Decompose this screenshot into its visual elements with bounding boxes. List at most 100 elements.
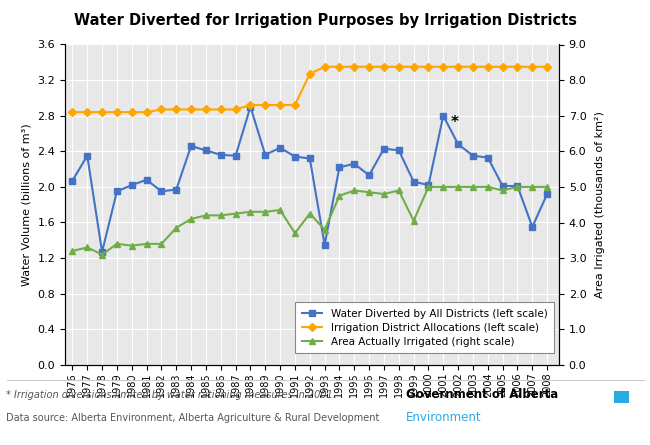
Irrigation District Allocations (left scale) [365, 64, 373, 69]
Water Diverted by All Districts (left scale) [291, 154, 299, 159]
Irrigation District Allocations (left scale) [217, 107, 225, 112]
Area Actually Irrigated (right scale) [395, 188, 403, 193]
Text: Water Diverted for Irrigation Purposes by Irrigation Districts: Water Diverted for Irrigation Purposes b… [73, 13, 577, 28]
Irrigation District Allocations (left scale) [543, 64, 551, 69]
Text: * Irrigation diversions limited by water rationing measures in 2001.: * Irrigation diversions limited by water… [6, 390, 337, 400]
Area Actually Irrigated (right scale) [499, 188, 506, 193]
Area Actually Irrigated (right scale) [68, 248, 76, 254]
Irrigation District Allocations (left scale) [98, 109, 106, 115]
Area Actually Irrigated (right scale) [484, 184, 491, 190]
Line: Water Diverted by All Districts (left scale): Water Diverted by All Districts (left sc… [70, 104, 550, 255]
Irrigation District Allocations (left scale) [410, 64, 417, 69]
Area Actually Irrigated (right scale) [439, 184, 447, 190]
Irrigation District Allocations (left scale) [291, 102, 299, 108]
Area Actually Irrigated (right scale) [543, 184, 551, 190]
Area Actually Irrigated (right scale) [143, 241, 151, 247]
Area Actually Irrigated (right scale) [320, 227, 328, 232]
Water Diverted by All Districts (left scale) [231, 153, 239, 158]
Irrigation District Allocations (left scale) [335, 64, 343, 69]
Water Diverted by All Districts (left scale) [365, 173, 373, 178]
Area Actually Irrigated (right scale) [528, 184, 536, 190]
Area Actually Irrigated (right scale) [261, 209, 269, 214]
Water Diverted by All Districts (left scale) [276, 145, 284, 150]
Area Actually Irrigated (right scale) [202, 213, 210, 218]
Area Actually Irrigated (right scale) [187, 216, 195, 222]
Area Actually Irrigated (right scale) [335, 193, 343, 198]
Irrigation District Allocations (left scale) [68, 109, 76, 115]
Line: Irrigation District Allocations (left scale): Irrigation District Allocations (left sc… [70, 64, 550, 115]
Water Diverted by All Districts (left scale) [261, 152, 269, 158]
Water Diverted by All Districts (left scale) [484, 155, 491, 160]
Water Diverted by All Districts (left scale) [98, 249, 106, 255]
Water Diverted by All Districts (left scale) [380, 146, 388, 151]
Water Diverted by All Districts (left scale) [469, 153, 477, 158]
Water Diverted by All Districts (left scale) [410, 179, 417, 184]
Legend: Water Diverted by All Districts (left scale), Irrigation District Allocations (l: Water Diverted by All Districts (left sc… [295, 303, 554, 353]
Water Diverted by All Districts (left scale) [113, 189, 121, 194]
Area Actually Irrigated (right scale) [157, 241, 165, 247]
Water Diverted by All Districts (left scale) [217, 152, 225, 158]
Water Diverted by All Districts (left scale) [454, 142, 462, 147]
Area Actually Irrigated (right scale) [365, 190, 373, 195]
Y-axis label: Area Irrigated (thousands of km²): Area Irrigated (thousands of km²) [595, 111, 604, 298]
Area Actually Irrigated (right scale) [350, 188, 358, 193]
Water Diverted by All Districts (left scale) [172, 187, 180, 192]
Irrigation District Allocations (left scale) [113, 109, 121, 115]
Water Diverted by All Districts (left scale) [143, 177, 151, 182]
Irrigation District Allocations (left scale) [246, 102, 254, 108]
Irrigation District Allocations (left scale) [276, 102, 284, 108]
Irrigation District Allocations (left scale) [469, 64, 477, 69]
Area Actually Irrigated (right scale) [172, 225, 180, 231]
Water Diverted by All Districts (left scale) [246, 104, 254, 109]
Area Actually Irrigated (right scale) [424, 184, 432, 190]
Irrigation District Allocations (left scale) [306, 71, 314, 77]
Area Actually Irrigated (right scale) [231, 211, 239, 216]
Irrigation District Allocations (left scale) [454, 64, 462, 69]
Area Actually Irrigated (right scale) [469, 184, 477, 190]
Irrigation District Allocations (left scale) [439, 64, 447, 69]
Irrigation District Allocations (left scale) [187, 107, 195, 112]
Irrigation District Allocations (left scale) [514, 64, 521, 69]
Area Actually Irrigated (right scale) [410, 218, 417, 223]
Area Actually Irrigated (right scale) [454, 184, 462, 190]
Area Actually Irrigated (right scale) [98, 252, 106, 257]
Text: Environment: Environment [406, 411, 482, 424]
Water Diverted by All Districts (left scale) [350, 161, 358, 166]
Area Actually Irrigated (right scale) [514, 184, 521, 190]
Irrigation District Allocations (left scale) [484, 64, 491, 69]
Water Diverted by All Districts (left scale) [83, 153, 91, 158]
Water Diverted by All Districts (left scale) [543, 191, 551, 197]
Area Actually Irrigated (right scale) [291, 231, 299, 236]
Irrigation District Allocations (left scale) [128, 109, 136, 115]
Area Actually Irrigated (right scale) [128, 243, 136, 248]
Water Diverted by All Districts (left scale) [335, 165, 343, 170]
Water Diverted by All Districts (left scale) [306, 156, 314, 161]
Water Diverted by All Districts (left scale) [528, 224, 536, 230]
Area Actually Irrigated (right scale) [380, 191, 388, 197]
Irrigation District Allocations (left scale) [499, 64, 506, 69]
Text: Government of Alberta: Government of Alberta [406, 388, 558, 401]
Irrigation District Allocations (left scale) [143, 109, 151, 115]
Water Diverted by All Districts (left scale) [439, 113, 447, 118]
Area Actually Irrigated (right scale) [306, 211, 314, 216]
Water Diverted by All Districts (left scale) [499, 183, 506, 189]
Irrigation District Allocations (left scale) [261, 102, 269, 108]
Line: Area Actually Irrigated (right scale): Area Actually Irrigated (right scale) [70, 184, 550, 257]
Irrigation District Allocations (left scale) [231, 107, 239, 112]
Water Diverted by All Districts (left scale) [157, 189, 165, 194]
Area Actually Irrigated (right scale) [83, 245, 91, 250]
Water Diverted by All Districts (left scale) [514, 183, 521, 189]
Water Diverted by All Districts (left scale) [320, 242, 328, 247]
Irrigation District Allocations (left scale) [350, 64, 358, 69]
Water Diverted by All Districts (left scale) [202, 148, 210, 153]
Irrigation District Allocations (left scale) [172, 107, 180, 112]
Irrigation District Allocations (left scale) [320, 64, 328, 69]
Irrigation District Allocations (left scale) [380, 64, 388, 69]
Water Diverted by All Districts (left scale) [68, 178, 76, 183]
Irrigation District Allocations (left scale) [424, 64, 432, 69]
Irrigation District Allocations (left scale) [202, 107, 210, 112]
Area Actually Irrigated (right scale) [276, 207, 284, 213]
Irrigation District Allocations (left scale) [395, 64, 403, 69]
Area Actually Irrigated (right scale) [217, 213, 225, 218]
Irrigation District Allocations (left scale) [83, 109, 91, 115]
